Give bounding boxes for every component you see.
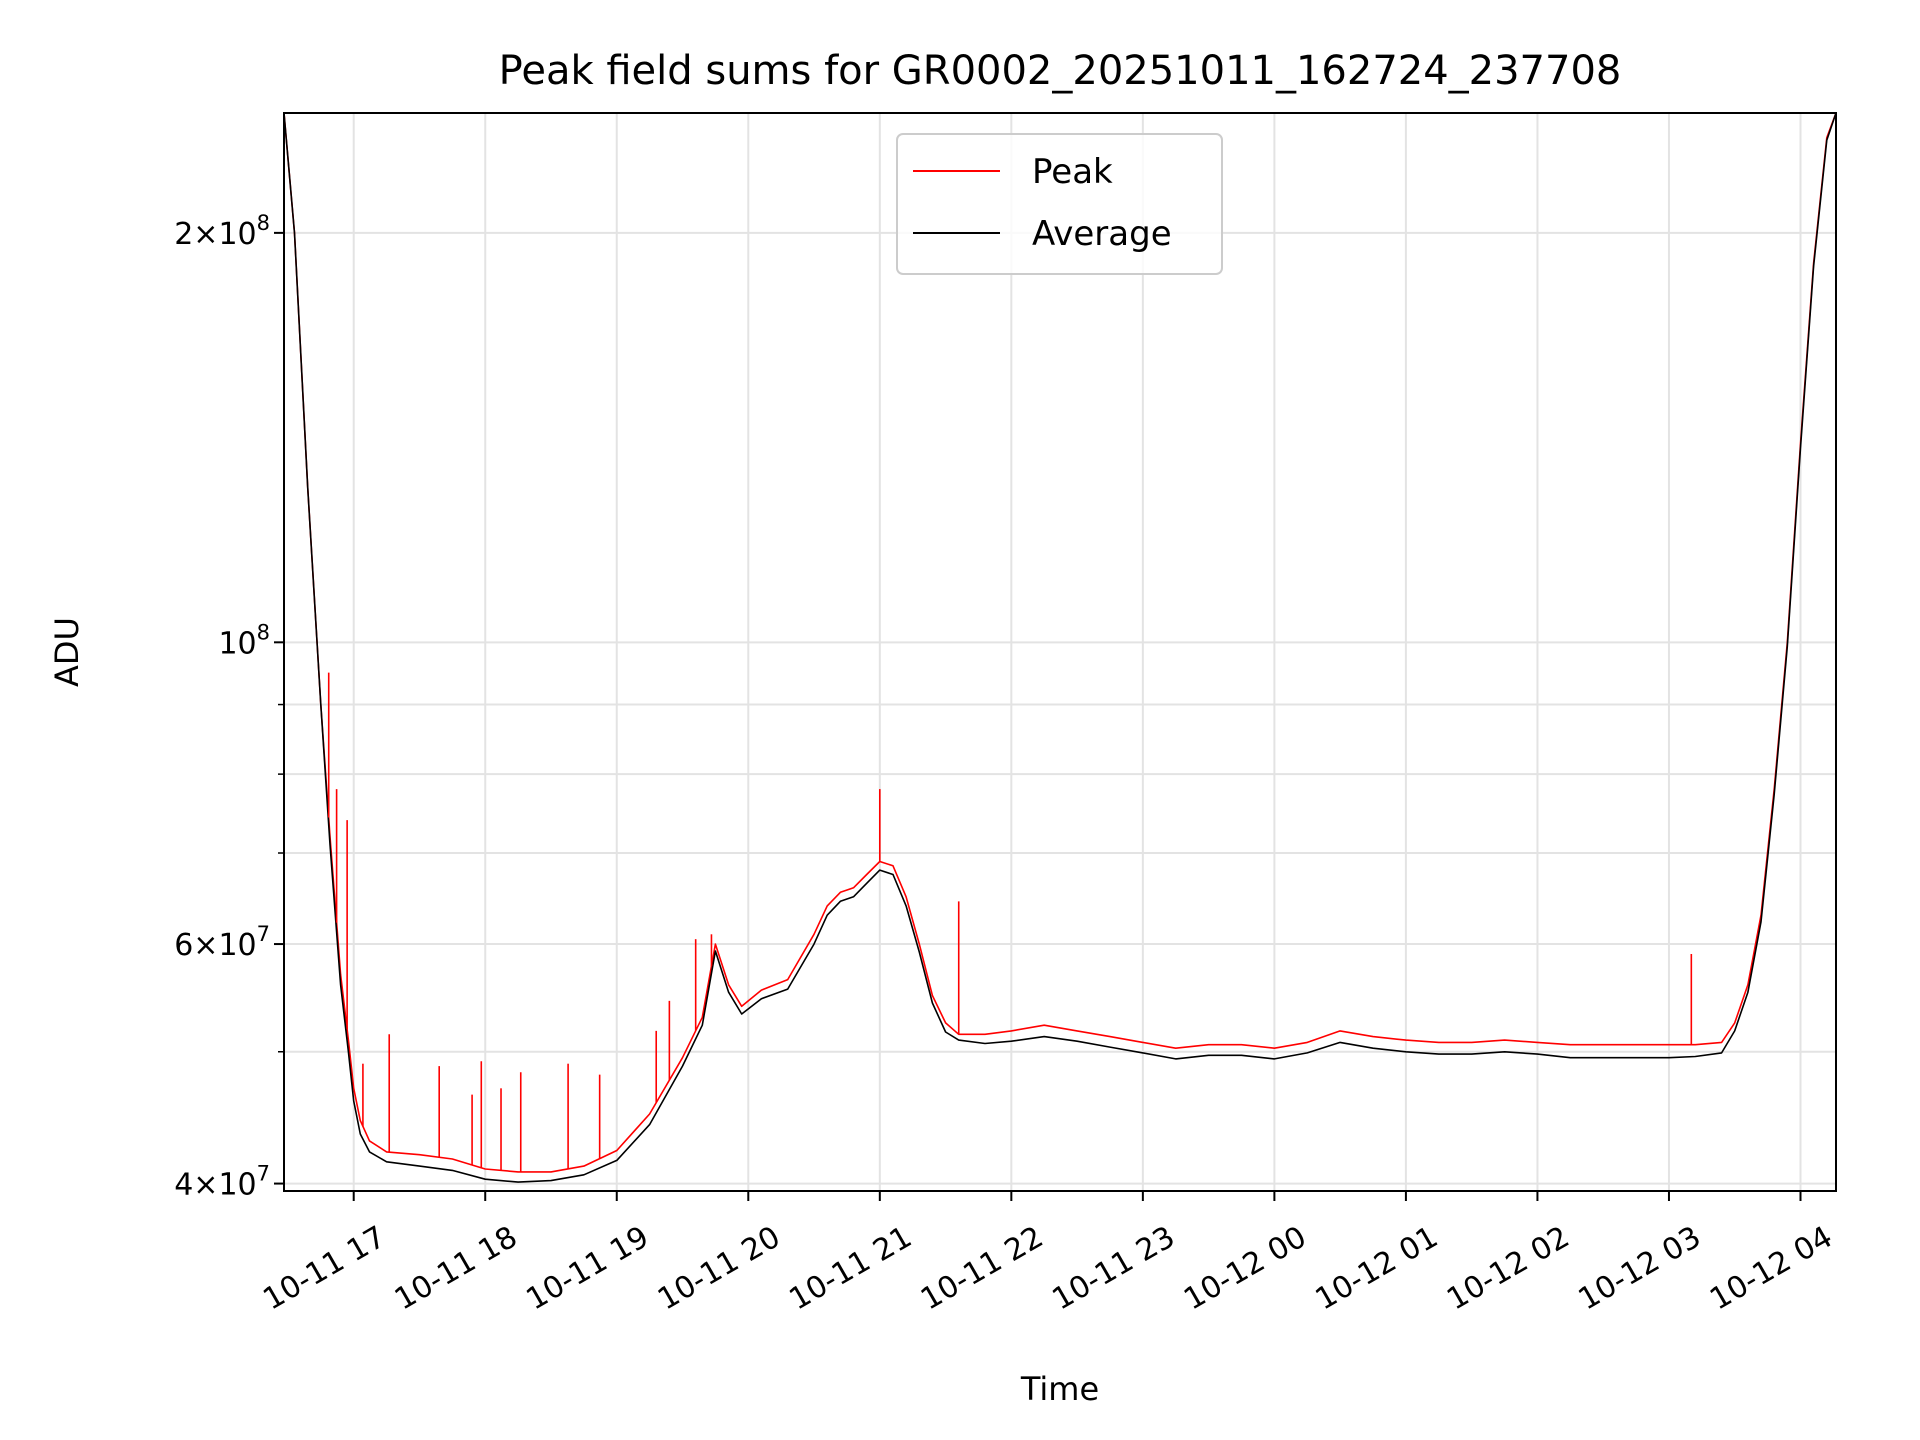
y-tick-label: 2×108: [174, 211, 270, 252]
legend-box: [896, 133, 1223, 275]
plot-series: [284, 113, 1836, 1183]
series-line-average: [284, 113, 1836, 1183]
y-tick-label: 6×107: [174, 922, 270, 963]
y-axis-label: ADU: [48, 617, 86, 687]
plot-frame: [283, 112, 1837, 1192]
chart-title: Peak field sums for GR0002_20251011_1627…: [499, 48, 1622, 94]
series-line-peak: [284, 113, 1836, 1173]
legend-label-average: Average: [1032, 214, 1172, 254]
legend: Peak Average: [896, 133, 1223, 275]
y-axis: 4×107 6×107 108 2×108: [174, 211, 284, 1203]
grid: [284, 113, 1836, 1191]
y-tick-label: 108: [218, 620, 270, 661]
legend-label-peak: Peak: [1032, 152, 1113, 192]
x-axis-label: Time: [1020, 1370, 1099, 1408]
y-tick-label: 4×107: [174, 1162, 270, 1203]
